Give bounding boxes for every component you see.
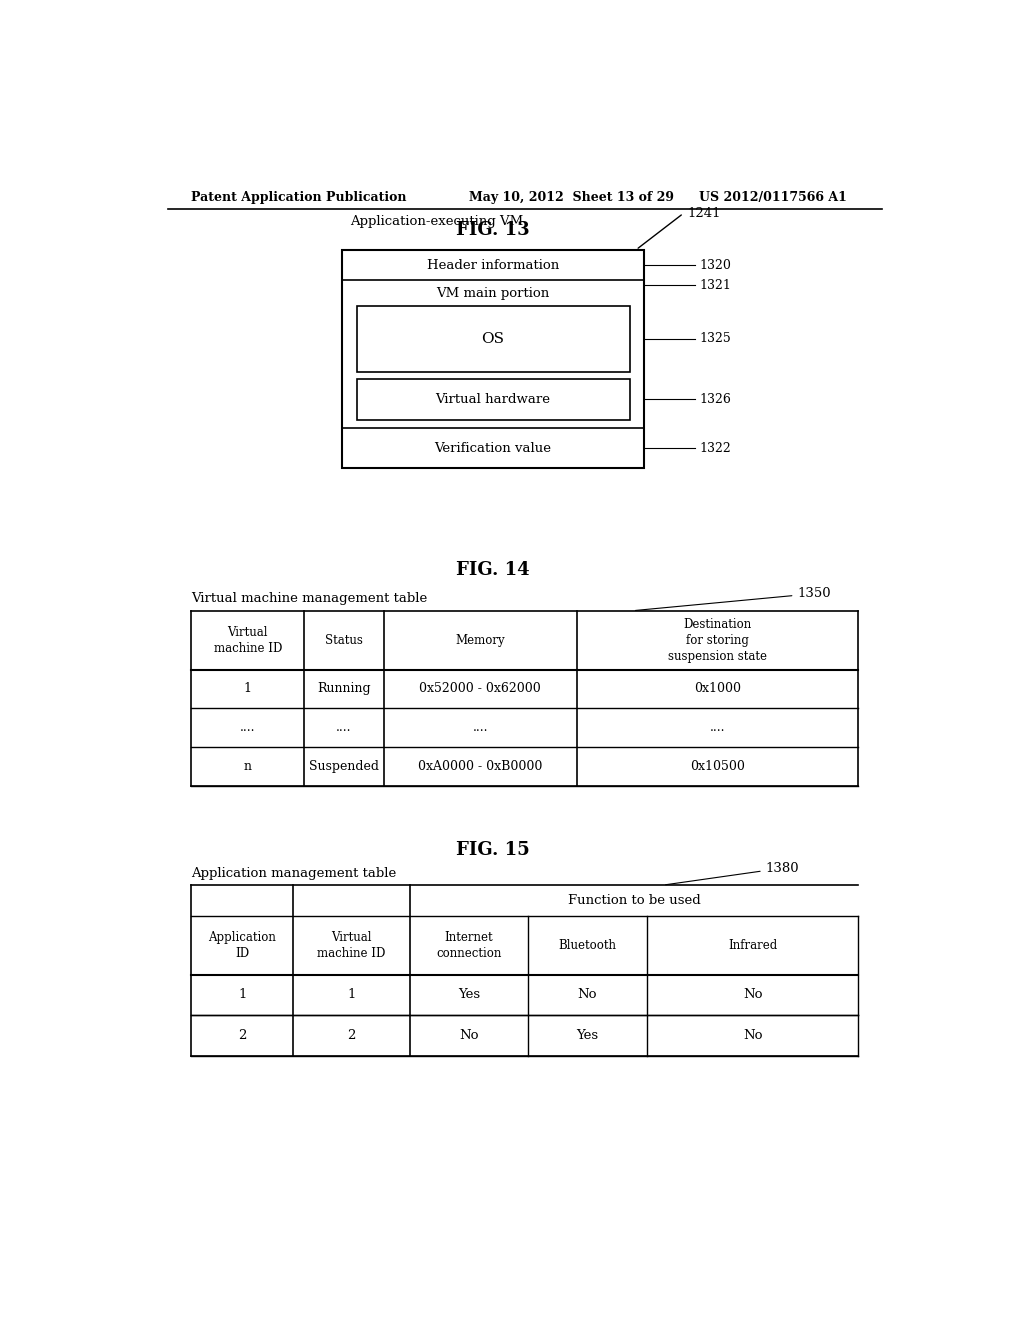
Text: No: No [742,1030,762,1041]
Text: ....: .... [240,721,256,734]
Bar [342,249,644,469]
Text: 0x1000: 0x1000 [694,682,741,696]
Text: 0xA0000 - 0xB0000: 0xA0000 - 0xB0000 [418,760,543,772]
Text: Running: Running [317,682,371,696]
Text: 1326: 1326 [699,393,731,405]
Text: FIG. 14: FIG. 14 [457,561,529,579]
Text: Memory: Memory [456,634,505,647]
Text: n: n [244,760,252,772]
Text: Verification value: Verification value [434,442,552,454]
Text: Suspended: Suspended [309,760,379,772]
Text: 1350: 1350 [797,587,830,599]
Text: Yes: Yes [458,989,480,1002]
Text: Virtual hardware: Virtual hardware [435,393,551,405]
Text: No: No [578,989,597,1002]
Text: Internet
connection: Internet connection [436,931,502,960]
Text: Infrared: Infrared [728,939,777,952]
Text: May 10, 2012  Sheet 13 of 29: May 10, 2012 Sheet 13 of 29 [469,190,674,203]
Text: Application-executing VM: Application-executing VM [350,215,523,228]
Text: 2: 2 [347,1030,355,1041]
Text: Application
ID: Application ID [208,931,276,960]
Text: OS: OS [481,331,505,346]
Text: No: No [742,989,762,1002]
Text: Virtual
machine ID: Virtual machine ID [317,931,386,960]
Text: US 2012/0117566 A1: US 2012/0117566 A1 [699,190,847,203]
Text: 1: 1 [244,682,252,696]
Text: 2: 2 [239,1030,247,1041]
Text: FIG. 13: FIG. 13 [457,220,529,239]
Text: Virtual machine management table: Virtual machine management table [191,591,428,605]
Text: No: No [459,1030,478,1041]
Text: 1321: 1321 [699,279,731,292]
Text: Virtual
machine ID: Virtual machine ID [214,626,282,655]
Text: ....: .... [710,721,725,734]
Text: VM main portion: VM main portion [436,286,550,300]
Text: Function to be used: Function to be used [567,894,700,907]
Text: 1: 1 [239,989,247,1002]
Bar [356,306,630,372]
Text: 1241: 1241 [687,207,721,220]
Text: 1380: 1380 [765,862,799,875]
Text: Bluetooth: Bluetooth [558,939,616,952]
Text: 1320: 1320 [699,259,731,272]
Text: Patent Application Publication: Patent Application Publication [191,190,407,203]
Text: Destination
for storing
suspension state: Destination for storing suspension state [668,618,767,663]
Text: 1: 1 [347,989,355,1002]
Text: 0x10500: 0x10500 [690,760,745,772]
Bar [356,379,630,420]
Text: Status: Status [325,634,362,647]
Text: Yes: Yes [577,1030,599,1041]
Text: Application management table: Application management table [191,867,396,880]
Text: 0x52000 - 0x62000: 0x52000 - 0x62000 [420,682,542,696]
Text: ....: .... [473,721,488,734]
Text: Header information: Header information [427,259,559,272]
Text: ....: .... [336,721,351,734]
Text: 1322: 1322 [699,442,731,454]
Text: FIG. 15: FIG. 15 [456,841,530,858]
Text: 1325: 1325 [699,333,731,346]
